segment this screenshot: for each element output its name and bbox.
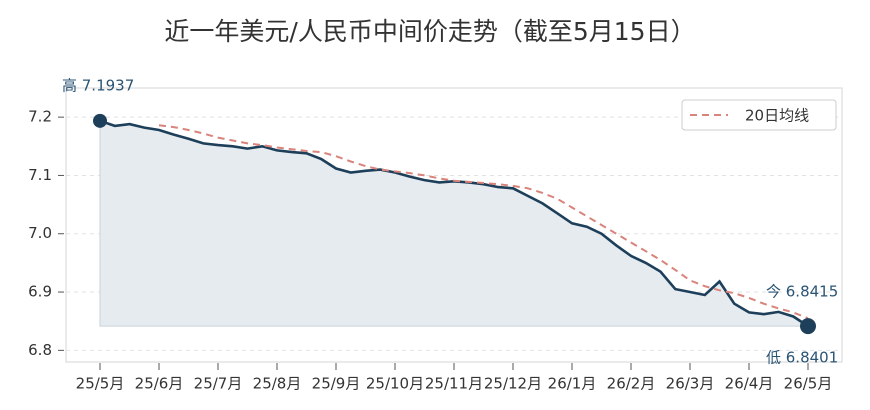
y-tick-label: 7.1 [28, 166, 52, 184]
end-marker [800, 318, 816, 335]
legend-box [681, 99, 837, 131]
x-tick-label: 25/7月 [194, 375, 243, 393]
y-tick-label: 6.9 [28, 283, 52, 301]
x-tick-label: 26/2月 [607, 375, 656, 393]
annotation-low: 低 6.8401 [766, 349, 838, 367]
y-tick-label: 6.8 [28, 341, 52, 359]
chart-title: 近一年美元/人民币中间价走势（截至5月15日） [164, 17, 695, 46]
x-tick-label: 25/5月 [76, 375, 125, 393]
start-marker [93, 113, 107, 128]
x-tick-label: 25/6月 [135, 375, 184, 393]
x-tick-label: 25/10月 [366, 375, 424, 393]
x-tick-label: 25/8月 [253, 375, 302, 393]
x-tick-label: 26/3月 [666, 375, 715, 393]
x-tick-label: 25/12月 [484, 375, 542, 393]
x-tick-label: 26/4月 [725, 375, 774, 393]
x-tick-label: 26/5月 [784, 375, 833, 393]
plot-frame [65, 87, 843, 363]
y-tick-label: 7.0 [28, 224, 52, 242]
legend-label: 20日均线 [745, 107, 809, 125]
annotation-high: 高 7.1937 [62, 77, 134, 95]
x-tick-label: 26/1月 [548, 375, 597, 393]
x-tick-label: 25/9月 [312, 375, 361, 393]
annotation-current: 今 6.8415 [766, 283, 838, 301]
y-tick-label: 7.2 [28, 108, 52, 126]
x-tick-label: 25/11月 [425, 375, 483, 393]
series-line [158, 124, 809, 320]
